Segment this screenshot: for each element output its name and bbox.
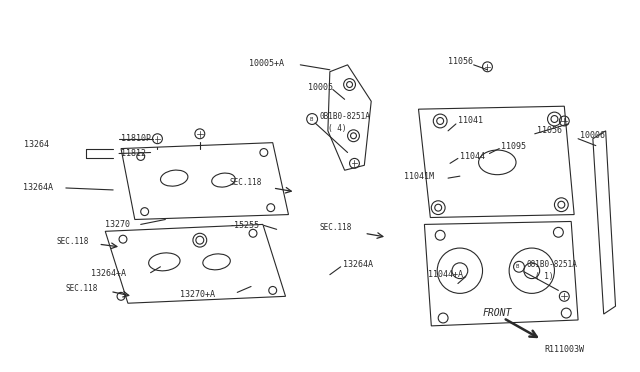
Text: 10006: 10006 [580, 131, 605, 140]
Text: 13270: 13270 [105, 220, 131, 229]
Text: 13264+A: 13264+A [92, 269, 127, 278]
Text: 10005: 10005 [308, 83, 333, 92]
Text: 13264A: 13264A [342, 260, 372, 269]
Text: SEC.118: SEC.118 [229, 178, 262, 187]
Text: 11810P: 11810P [121, 134, 151, 143]
Text: -15255: -15255 [229, 221, 259, 230]
Text: ( 1): ( 1) [535, 272, 553, 281]
Text: 13264: 13264 [24, 140, 49, 149]
Text: 13264A: 13264A [22, 183, 52, 192]
Text: B: B [310, 116, 313, 122]
Text: SEC.118: SEC.118 [320, 223, 353, 232]
Text: FRONT: FRONT [483, 308, 512, 318]
Text: 11041M: 11041M [404, 171, 434, 181]
Text: 11095: 11095 [501, 142, 526, 151]
Text: 0B1B0-8251A: 0B1B0-8251A [320, 112, 371, 121]
Text: SEC.118: SEC.118 [66, 285, 98, 294]
Text: 10005+A: 10005+A [249, 60, 284, 68]
Text: SEC.118: SEC.118 [56, 237, 88, 246]
Text: 11044: 11044 [460, 152, 485, 161]
Text: ( 4): ( 4) [328, 124, 346, 134]
Text: 11812: 11812 [121, 149, 146, 158]
Text: 13270+A: 13270+A [180, 290, 215, 299]
Text: R111003W: R111003W [545, 345, 584, 354]
Text: 11056: 11056 [448, 57, 473, 66]
Text: B: B [515, 264, 518, 269]
Text: 11041: 11041 [458, 116, 483, 125]
Text: 081B0-8251A: 081B0-8251A [527, 260, 578, 269]
Text: 11044+A: 11044+A [428, 270, 463, 279]
Text: 11056: 11056 [537, 126, 562, 135]
